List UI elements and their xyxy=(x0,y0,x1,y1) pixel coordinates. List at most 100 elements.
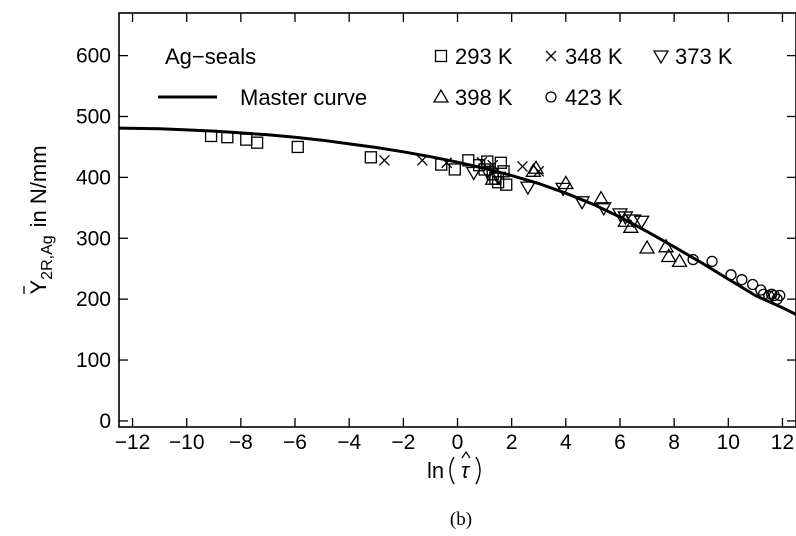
x-tick-labels: −12 −10 −8 −6 −4 −2 0 2 4 6 8 10 12 xyxy=(115,431,794,454)
data-point-square xyxy=(250,136,264,149)
y-tick-label: 600 xyxy=(76,45,111,68)
x-tick-label: 6 xyxy=(614,431,626,454)
data-point-triangle-up xyxy=(617,212,634,227)
data-point-triangle-down xyxy=(595,202,612,217)
data-point-cross xyxy=(476,156,488,168)
x-axis-label-open-paren xyxy=(449,456,455,485)
x-tick-label: 12 xyxy=(771,431,794,454)
data-point-square xyxy=(240,133,253,146)
legend-entry-label: 293 K xyxy=(455,44,513,69)
data-point-triangle-down xyxy=(489,171,507,186)
data-point-square xyxy=(500,178,513,191)
x-tick-label: −6 xyxy=(283,431,307,454)
data-point-triangle-down xyxy=(465,166,482,181)
x-tick-label: 10 xyxy=(717,431,740,454)
master-curve-layer xyxy=(119,126,796,316)
y-axis-label-symbol: Y xyxy=(26,280,51,295)
x-tick-label: −10 xyxy=(169,431,205,454)
legend-master-curve-label: Master curve xyxy=(240,85,367,110)
x-tick-label: −4 xyxy=(337,431,361,454)
data-point-triangle-up xyxy=(622,219,639,233)
data-point-triangle-down xyxy=(573,196,591,211)
master-curve xyxy=(119,126,796,316)
tick-marks xyxy=(119,13,796,427)
x-tick-label: −2 xyxy=(391,431,415,454)
x-tick-label: −12 xyxy=(115,431,151,454)
x-axis-label-close-paren xyxy=(475,456,481,485)
data-point-square xyxy=(364,151,377,164)
data-point-circle xyxy=(736,274,748,286)
y-axis-label-unit: in N/mm xyxy=(26,145,51,227)
y-tick-label: 200 xyxy=(76,288,111,311)
data-point-circle xyxy=(687,253,699,266)
data-point-square xyxy=(448,163,461,176)
data-point-triangle-up xyxy=(638,239,656,254)
data-point-circle xyxy=(774,289,786,302)
legend-marker-circle xyxy=(545,91,557,103)
data-point-square xyxy=(291,140,304,154)
legend-entry-label: 348 K xyxy=(565,44,623,69)
data-point-cross xyxy=(416,154,428,166)
data-point-square xyxy=(221,131,234,144)
x-tick-label: 8 xyxy=(668,431,680,454)
data-point-triangle-up xyxy=(525,163,542,177)
data-point-cross xyxy=(378,154,390,166)
legend-entry-label: 398 K xyxy=(455,85,513,110)
data-point-cross xyxy=(441,157,453,169)
y-tick-label: 300 xyxy=(76,227,111,250)
data-point-circle xyxy=(725,269,737,281)
x-tick-label: 2 xyxy=(506,431,518,454)
figure-caption: (b) xyxy=(450,509,472,530)
y-tick-label: 100 xyxy=(76,349,111,372)
y-axis-label-subscript: 2R,Ag xyxy=(39,235,56,279)
plot-frame xyxy=(118,12,796,428)
x-tick-label: 4 xyxy=(560,431,572,454)
svg-text:Y2R,Agin N/mm: Y2R,Ag in N/mm xyxy=(26,145,56,294)
data-point-square xyxy=(497,165,510,178)
data-point-square xyxy=(481,155,494,168)
data-point-triangle-down xyxy=(633,215,650,230)
legend-entry-label: 423 K xyxy=(565,85,623,110)
y-tick-label: 500 xyxy=(76,106,111,129)
legend-marker-square xyxy=(434,49,448,63)
data-point-triangle-up xyxy=(671,253,688,268)
data-point-triangle-up xyxy=(527,159,545,174)
x-axis-label-symbol: τ xyxy=(461,458,471,483)
x-tick-label: −8 xyxy=(229,431,253,454)
legend-entries: 293 K 348 K 373 K 398 K 423 K xyxy=(432,44,733,110)
y-tick-label: 400 xyxy=(76,166,111,189)
x-axis-label: ln τ xyxy=(427,450,481,485)
y-tick-labels: 0 100 200 300 400 500 600 xyxy=(76,45,111,433)
legend-title: Ag−seals xyxy=(165,44,256,69)
data-markers xyxy=(204,129,786,305)
y-axis-label: Y2R,Ag in N/mm xyxy=(23,145,56,295)
data-point-square xyxy=(204,129,218,143)
data-point-triangle-down xyxy=(519,181,537,196)
data-point-circle xyxy=(747,278,759,291)
data-point-square xyxy=(435,158,448,171)
data-point-circle xyxy=(768,289,780,302)
data-point-circle xyxy=(706,255,718,268)
legend-marker-cross xyxy=(545,50,557,62)
legend: Ag−seals Master curve 293 K 348 K 373 K 398… xyxy=(158,44,733,110)
data-point-circle xyxy=(771,293,783,305)
legend-marker-triangle-down xyxy=(652,50,670,65)
data-point-cross xyxy=(487,159,499,171)
y-tick-label: 0 xyxy=(99,410,111,433)
data-point-triangle-up xyxy=(557,175,574,190)
data-point-cross xyxy=(517,160,528,172)
data-point-triangle-down xyxy=(554,182,572,197)
data-point-circle xyxy=(757,288,770,300)
data-point-triangle-up xyxy=(484,170,501,185)
data-point-square xyxy=(494,156,507,169)
x-axis-label-hat xyxy=(461,450,471,459)
x-tick-label: 0 xyxy=(452,431,464,454)
legend-marker-triangle-up xyxy=(432,88,450,103)
data-point-triangle-up xyxy=(660,248,677,263)
data-point-triangle-up xyxy=(592,190,610,205)
data-point-triangle-down xyxy=(611,208,629,223)
legend-entry-label: 373 K xyxy=(675,44,733,69)
data-point-triangle-up xyxy=(657,238,675,253)
x-axis-label-ln: ln xyxy=(427,458,444,483)
